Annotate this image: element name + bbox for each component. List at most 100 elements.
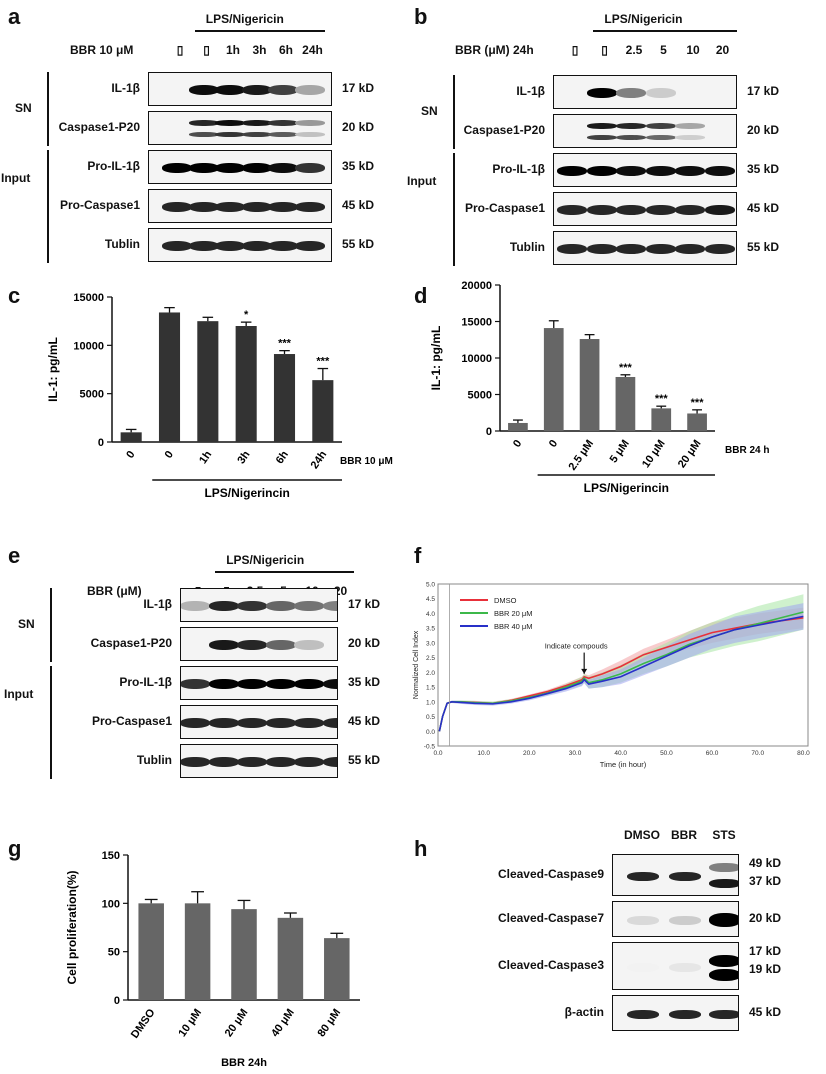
x-tick-label: 40.0 bbox=[614, 750, 627, 757]
x-tick-label: 6h bbox=[274, 449, 291, 467]
y-tick-label: 3.5 bbox=[426, 626, 435, 633]
band bbox=[616, 123, 646, 129]
band bbox=[162, 202, 192, 212]
group-label-input: Input bbox=[407, 174, 437, 189]
x-tick-label: 1h bbox=[197, 449, 214, 467]
band bbox=[188, 163, 219, 173]
lane-label: 2.5 bbox=[625, 43, 643, 57]
bar-chart-d: 0 5000 10000 15000 20000 0 0 2.5 μM *** 5 μM *** 10… bbox=[429, 280, 769, 495]
sn-bracket bbox=[50, 588, 52, 662]
band bbox=[162, 163, 192, 173]
band bbox=[265, 679, 296, 689]
band bbox=[322, 757, 337, 767]
band bbox=[294, 85, 325, 95]
bar bbox=[324, 938, 350, 1000]
x-note: BBR 10 μM bbox=[340, 456, 393, 467]
x-tick-label: 5 μM bbox=[608, 438, 632, 465]
blot-strip bbox=[148, 111, 332, 145]
size-label: 55 kD bbox=[342, 237, 375, 251]
y-tick-label: 5000 bbox=[80, 389, 104, 401]
sn-bracket bbox=[453, 75, 455, 149]
size-label: 37 kD bbox=[749, 874, 782, 888]
bar bbox=[197, 321, 219, 442]
band bbox=[208, 679, 239, 689]
panel-letter-g: g bbox=[8, 836, 22, 861]
protein-label: IL-1β bbox=[516, 84, 545, 98]
y-tick-label: 0.5 bbox=[426, 714, 435, 721]
band bbox=[268, 132, 298, 137]
lane-label: 3h bbox=[252, 43, 267, 57]
band bbox=[322, 679, 337, 689]
treatment-line bbox=[592, 30, 738, 32]
band bbox=[294, 202, 325, 212]
dose-row-label: BBR (μM) 24h bbox=[455, 43, 534, 57]
band bbox=[265, 718, 296, 728]
band bbox=[709, 878, 738, 888]
band bbox=[586, 244, 617, 254]
y-tick-label: 0 bbox=[114, 995, 120, 1007]
x-tick-label: 10 μM bbox=[640, 438, 668, 470]
lane-label: STS bbox=[712, 828, 736, 842]
band bbox=[322, 601, 337, 611]
blot-strip bbox=[612, 995, 739, 1031]
dose-row-label: BBR (μM) bbox=[87, 584, 142, 598]
band bbox=[181, 601, 210, 611]
blot-strip bbox=[612, 854, 739, 896]
band bbox=[704, 166, 735, 176]
size-label: 35 kD bbox=[342, 159, 375, 173]
band bbox=[294, 163, 325, 173]
bar bbox=[651, 408, 672, 431]
band bbox=[669, 962, 701, 972]
y-tick-label: 100 bbox=[102, 898, 120, 910]
x-tick-label: 70.0 bbox=[751, 750, 764, 757]
y-tick-label: 10000 bbox=[461, 353, 492, 365]
size-label: 45 kD bbox=[749, 1005, 782, 1019]
blot-strip bbox=[148, 150, 332, 184]
band bbox=[208, 640, 239, 650]
bar bbox=[158, 312, 181, 442]
x-tick-label: 80.0 bbox=[797, 750, 810, 757]
band bbox=[616, 205, 646, 215]
band bbox=[669, 871, 701, 881]
band bbox=[162, 241, 192, 251]
band bbox=[294, 241, 325, 251]
band bbox=[709, 913, 738, 927]
band bbox=[241, 241, 272, 251]
band bbox=[208, 718, 239, 728]
x-tick-label: 20.0 bbox=[523, 750, 536, 757]
blot-strip bbox=[180, 666, 338, 700]
series-band bbox=[439, 603, 804, 732]
protein-label: Pro-Caspase1 bbox=[59, 198, 140, 212]
x-tick-label: 0 bbox=[163, 449, 176, 461]
line-chart-f: -0.50.00.51.01.52.02.53.03.54.04.55.00.0… bbox=[413, 582, 810, 770]
lane-label: ▯ bbox=[601, 43, 608, 57]
lane-label: BBR bbox=[671, 828, 697, 842]
x-tick-label: 20 μM bbox=[676, 438, 704, 470]
bar-chart-g: 0 50 100 150 DMSO 10 μM 20 μM 40 μM 80 μM Cell pr… bbox=[65, 850, 360, 1068]
band bbox=[241, 202, 272, 212]
treatment-line bbox=[195, 30, 326, 32]
protein-label: Caspase1-P20 bbox=[463, 123, 545, 137]
y-axis-label: Cell proliferation(%) bbox=[65, 870, 79, 984]
band bbox=[188, 85, 219, 95]
x-tick-label: 10.0 bbox=[477, 750, 490, 757]
panel-letter-e: e bbox=[8, 543, 21, 568]
band bbox=[557, 205, 587, 215]
band bbox=[675, 135, 705, 140]
x-axis-label: BBR 24h bbox=[221, 1057, 267, 1068]
band bbox=[586, 166, 617, 176]
panel-letter-h: h bbox=[414, 836, 428, 861]
band bbox=[645, 166, 676, 176]
bar bbox=[120, 432, 142, 442]
bar bbox=[138, 903, 164, 1000]
y-tick-label: 0 bbox=[98, 437, 104, 449]
band bbox=[669, 1009, 701, 1019]
band bbox=[241, 85, 272, 95]
band bbox=[704, 205, 735, 215]
protein-label: Pro-IL-1β bbox=[87, 159, 140, 173]
y-tick-label: 15000 bbox=[73, 292, 104, 304]
band bbox=[294, 601, 324, 611]
band bbox=[268, 202, 298, 212]
significance-mark: *** bbox=[278, 338, 292, 350]
band bbox=[586, 123, 617, 129]
